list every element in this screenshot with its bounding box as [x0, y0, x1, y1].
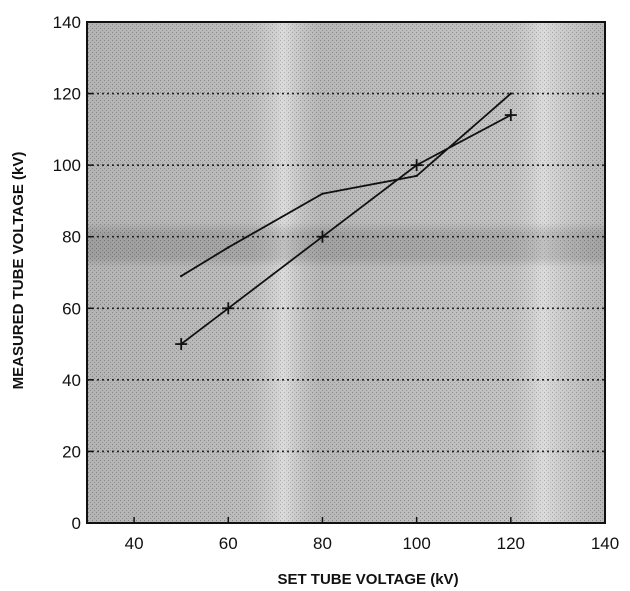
y-tick-label: 80 [62, 228, 81, 247]
plot-area [86, 21, 606, 524]
y-tick-label: 60 [62, 299, 81, 318]
x-tick-label: 120 [497, 534, 525, 553]
x-tick-label: 60 [219, 534, 238, 553]
y-tick-label: 140 [53, 13, 81, 32]
data-point [179, 274, 183, 278]
y-tick-label: 120 [53, 85, 81, 104]
y-axis-ticks: 0 20 40 60 80 100 120 140 [53, 13, 93, 533]
data-point [321, 192, 324, 195]
data-point [227, 246, 230, 249]
series-layer [175, 92, 517, 351]
gridlines [87, 92, 605, 453]
y-tick-label: 40 [62, 371, 81, 390]
data-point-plus [410, 159, 423, 172]
y-tick-label: 100 [53, 156, 81, 175]
x-axis-ticks: 40 60 80 100 120 140 [125, 517, 619, 553]
y-tick-label: 20 [62, 442, 81, 461]
data-point [509, 92, 513, 95]
data-point-plus [175, 338, 188, 351]
x-tick-label: 100 [402, 534, 430, 553]
x-axis-title: SET TUBE VOLTAGE (kV) [277, 571, 458, 588]
data-point-plus [222, 302, 235, 315]
data-point-plus [504, 109, 517, 122]
y-tick-label: 0 [72, 514, 81, 533]
data-point [415, 174, 418, 178]
x-tick-label: 80 [313, 534, 332, 553]
data-point-plus [316, 230, 329, 243]
plot-band [87, 22, 605, 523]
plot-frame [86, 21, 606, 524]
x-tick-label: 40 [125, 534, 144, 553]
y-axis-title: MEASURED TUBE VOLTAGE (kV) [10, 152, 27, 390]
x-tick-label: 140 [591, 534, 619, 553]
